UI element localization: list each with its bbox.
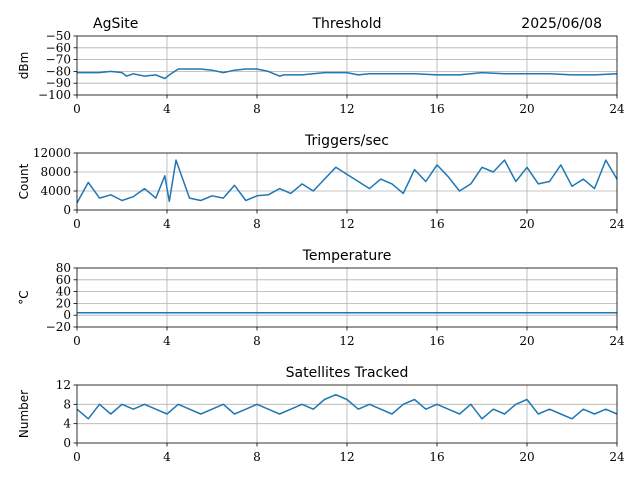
y-tick-label: 12	[56, 378, 71, 392]
x-tick-label: 8	[253, 334, 261, 348]
y-axis-label: Number	[17, 390, 31, 438]
site-name: AgSite	[93, 16, 138, 32]
x-tick-label: 12	[339, 334, 354, 348]
x-tick-label: 0	[73, 217, 81, 231]
report-date: 2025/06/08	[521, 16, 602, 32]
y-tick-label: 12000	[33, 146, 71, 160]
y-tick-label: 8	[63, 397, 71, 411]
x-tick-label: 12	[339, 102, 354, 116]
y-tick-label: 0	[63, 308, 71, 322]
y-tick-label: 8000	[40, 165, 71, 179]
y-axis-label: Count	[17, 163, 31, 199]
y-tick-label: 4000	[40, 184, 71, 198]
chart-title: Triggers/sec	[304, 133, 389, 149]
x-tick-label: 4	[163, 334, 171, 348]
chart-title: Satellites Tracked	[286, 365, 409, 381]
x-tick-label: 16	[429, 334, 444, 348]
y-tick-label: 80	[56, 261, 71, 275]
x-tick-label: 20	[519, 102, 534, 116]
series-line-satellites	[76, 393, 618, 420]
x-tick-label: 24	[609, 334, 625, 348]
chart-title: Threshold	[312, 16, 382, 32]
x-tick-label: 8	[253, 450, 261, 464]
chart-satellites: 0 4 8 12 16 20 24 0 4 8 12 Satellites Tracked Number	[17, 365, 625, 464]
y-tick-label: 0	[63, 436, 71, 450]
x-tick-label: 24	[609, 217, 625, 231]
y-tick-label: −90	[46, 76, 71, 90]
y-tick-label: 60	[56, 273, 71, 287]
x-tick-label: 8	[253, 217, 261, 231]
y-tick-label: −60	[46, 41, 71, 55]
y-tick-label: 20	[56, 296, 71, 310]
x-tick-label: 0	[73, 334, 81, 348]
x-tick-label: 12	[339, 450, 354, 464]
x-tick-label: 20	[519, 217, 534, 231]
x-tick-label: 16	[429, 450, 444, 464]
y-axis-label: dBm	[17, 52, 31, 80]
y-tick-label: −20	[46, 320, 71, 334]
chart-threshold: 0 4 8 12 16 20 24 −100−90−80−70−60−50 Threshold d…	[17, 16, 625, 116]
x-tick-label: 4	[163, 102, 171, 116]
y-tick-label: 4	[63, 417, 71, 431]
x-tick-label: 20	[519, 450, 534, 464]
y-tick-label: 40	[56, 285, 71, 299]
series-line-threshold	[77, 68, 618, 80]
y-tick-label: −50	[46, 29, 71, 43]
x-tick-label: 24	[609, 450, 625, 464]
x-tick-label: 0	[73, 450, 81, 464]
y-tick-label: −100	[38, 88, 71, 102]
series-line-triggers	[76, 159, 618, 204]
y-tick-label: −70	[46, 53, 71, 67]
chart-title: Temperature	[302, 248, 392, 264]
x-tick-label: 4	[163, 217, 171, 231]
x-tick-label: 0	[73, 102, 81, 116]
y-tick-label: −80	[46, 64, 71, 78]
y-tick-label: 0	[63, 203, 71, 217]
x-tick-label: 16	[429, 217, 444, 231]
x-tick-label: 12	[339, 217, 354, 231]
x-tick-label: 20	[519, 334, 534, 348]
chart-triggers: 0 4 8 12 16 20 24 0 4000 8000 12000 Triggers/sec Cou…	[17, 133, 625, 231]
y-axis-label: °C	[17, 290, 31, 304]
x-tick-label: 8	[253, 102, 261, 116]
x-tick-label: 24	[609, 102, 625, 116]
x-tick-label: 16	[429, 102, 444, 116]
x-tick-label: 4	[163, 450, 171, 464]
